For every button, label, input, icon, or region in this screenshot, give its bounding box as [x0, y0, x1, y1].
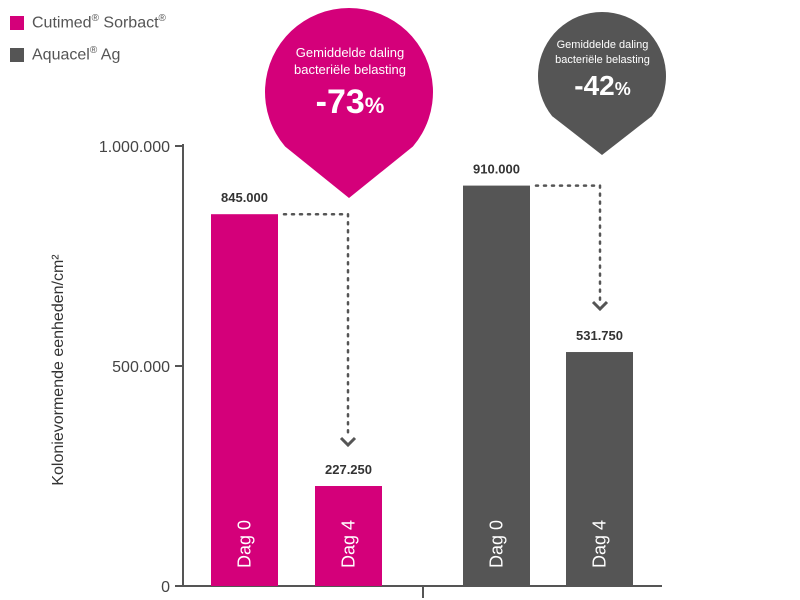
bar-category-label-1: Dag 4 [339, 520, 359, 568]
drop-connector-aquacel [534, 184, 602, 302]
bar-category-label-3: Dag 4 [590, 520, 610, 568]
callout-value-aquacel: -42% [574, 70, 631, 101]
legend-item-aquacel: Aquacel® Ag [10, 42, 166, 68]
legend-label-cutimed: Cutimed® Sorbact® [32, 13, 166, 32]
drop-connector-aquacel-arrow [591, 300, 609, 312]
y-tick-label-0: 0 [161, 579, 170, 596]
callout-text-aquacel: Gemiddelde daling bacteriële belasting -… [545, 38, 660, 105]
y-tick-label-2: 1.000.000 [99, 139, 170, 156]
bar-3 [566, 352, 633, 586]
bar-2 [463, 185, 530, 586]
bar-value-label-1: 227.250 [325, 462, 372, 477]
drop-connector-cutimed-arrow [339, 436, 357, 448]
callout-bubble-aquacel [538, 12, 666, 155]
bar-0 [211, 214, 278, 586]
legend-swatch-cutimed [10, 16, 24, 30]
callout-value-cutimed: -73% [315, 83, 385, 121]
callout-text-cutimed: Gemiddelde daling bacteriële belasting -… [270, 44, 430, 126]
callout-bubble-cutimed [265, 7, 434, 199]
bar-value-label-0: 845.000 [221, 190, 268, 205]
bar-category-label-0: Dag 0 [235, 520, 255, 568]
bar-category-label-2: Dag 0 [487, 520, 507, 568]
legend: Cutimed® Sorbact® Aquacel® Ag [10, 10, 166, 74]
callout-caption-cutimed: Gemiddelde daling bacteriële belasting [293, 45, 407, 77]
callout-caption-aquacel: Gemiddelde daling bacteriële belasting [555, 39, 650, 66]
legend-item-cutimed: Cutimed® Sorbact® [10, 10, 166, 36]
y-tick-label-1: 500.000 [112, 359, 170, 376]
bar-value-label-2: 910.000 [473, 162, 520, 177]
legend-swatch-aquacel [10, 48, 24, 62]
bar-1 [315, 486, 382, 586]
bar-value-label-3: 531.750 [576, 328, 623, 343]
drop-connector-cutimed [282, 212, 350, 438]
legend-label-aquacel: Aquacel® Ag [32, 45, 121, 64]
